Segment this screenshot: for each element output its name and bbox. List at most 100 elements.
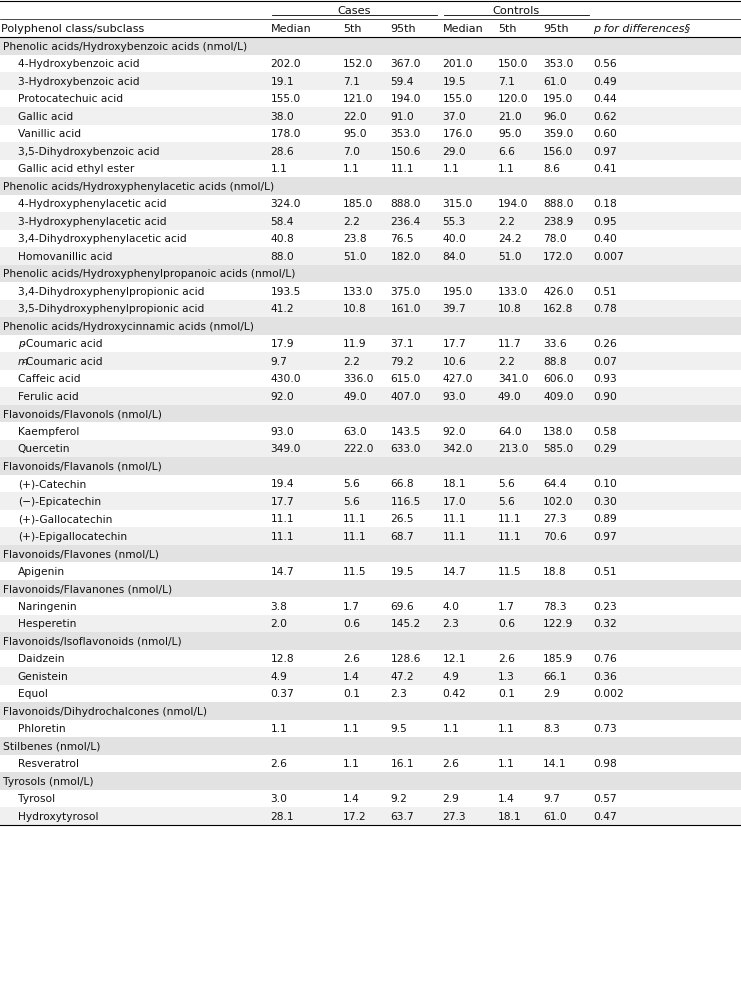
Text: 92.0: 92.0: [270, 391, 294, 401]
Text: 349.0: 349.0: [270, 444, 301, 454]
Text: 12.8: 12.8: [270, 654, 294, 664]
Text: 426.0: 426.0: [543, 287, 574, 297]
Text: Tyrosols (nmol/L): Tyrosols (nmol/L): [3, 776, 93, 786]
Text: 1.4: 1.4: [343, 671, 360, 681]
Text: 615.0: 615.0: [391, 374, 421, 384]
Text: 0.007: 0.007: [593, 251, 623, 261]
Text: 66.1: 66.1: [543, 671, 567, 681]
Text: 138.0: 138.0: [543, 426, 574, 437]
Text: 38.0: 38.0: [270, 111, 294, 121]
Text: 93.0: 93.0: [270, 426, 294, 437]
Text: p for differences§: p for differences§: [593, 24, 690, 34]
Text: 0.62: 0.62: [593, 111, 617, 121]
Text: 1.1: 1.1: [270, 724, 288, 734]
Text: 409.0: 409.0: [543, 391, 574, 401]
Text: 128.6: 128.6: [391, 654, 421, 664]
Text: 606.0: 606.0: [543, 374, 574, 384]
Text: 0.90: 0.90: [593, 391, 617, 401]
Text: 4-Hydroxybenzoic acid: 4-Hydroxybenzoic acid: [18, 59, 139, 69]
Text: 18.1: 18.1: [442, 479, 466, 489]
Text: 95th: 95th: [391, 24, 416, 34]
Text: 1.1: 1.1: [343, 164, 360, 175]
Bar: [0, 615, 741, 632]
Text: 2.2: 2.2: [498, 217, 515, 227]
Text: Kaempferol: Kaempferol: [18, 426, 79, 437]
Text: 9.7: 9.7: [543, 794, 560, 804]
Text: 9.2: 9.2: [391, 794, 408, 804]
Text: Caffeic acid: Caffeic acid: [18, 374, 81, 384]
Bar: [0, 510, 741, 528]
Text: 176.0: 176.0: [442, 129, 473, 139]
Text: 11.1: 11.1: [270, 514, 294, 524]
Text: 367.0: 367.0: [391, 59, 421, 69]
Text: p: p: [18, 339, 24, 349]
Text: Resveratrol: Resveratrol: [18, 758, 79, 768]
Text: 238.9: 238.9: [543, 217, 574, 227]
Text: 0.98: 0.98: [593, 758, 617, 768]
Text: 0.07: 0.07: [593, 356, 617, 367]
Text: 11.7: 11.7: [498, 339, 522, 349]
Text: 93.0: 93.0: [442, 391, 466, 401]
Bar: [0, 475, 741, 492]
Text: Phenolic acids/Hydroxyphenylacetic acids (nmol/L): Phenolic acids/Hydroxyphenylacetic acids…: [3, 181, 274, 191]
Text: 11.5: 11.5: [343, 566, 367, 576]
Text: 61.0: 61.0: [543, 810, 567, 821]
Text: 585.0: 585.0: [543, 444, 574, 454]
Text: 194.0: 194.0: [498, 199, 528, 209]
Bar: [0, 738, 741, 754]
Text: 9.7: 9.7: [270, 356, 288, 367]
Text: 64.0: 64.0: [498, 426, 522, 437]
Text: 3.0: 3.0: [270, 794, 288, 804]
Text: 3.8: 3.8: [270, 601, 288, 611]
Text: 0.10: 0.10: [593, 479, 617, 489]
Bar: [0, 545, 741, 562]
Text: 120.0: 120.0: [498, 94, 528, 105]
Text: 427.0: 427.0: [442, 374, 473, 384]
Text: 14.7: 14.7: [270, 566, 294, 576]
Text: 2.2: 2.2: [343, 217, 360, 227]
Text: 3-Hydroxyphenylacetic acid: 3-Hydroxyphenylacetic acid: [18, 217, 167, 227]
Text: 121.0: 121.0: [343, 94, 373, 105]
Bar: [0, 73, 741, 91]
Text: 16.1: 16.1: [391, 758, 414, 768]
Text: 2.6: 2.6: [498, 654, 515, 664]
Text: 0.73: 0.73: [593, 724, 617, 734]
Text: 150.6: 150.6: [391, 147, 421, 157]
Text: 0.49: 0.49: [593, 77, 617, 87]
Text: 0.6: 0.6: [343, 618, 360, 629]
Text: Equol: Equol: [18, 688, 47, 698]
Text: 27.3: 27.3: [442, 810, 466, 821]
Text: 1.1: 1.1: [442, 724, 459, 734]
Text: 0.1: 0.1: [343, 688, 360, 698]
Text: 5th: 5th: [343, 24, 362, 34]
Bar: [0, 55, 741, 73]
Bar: [0, 247, 741, 265]
Text: 88.8: 88.8: [543, 356, 567, 367]
Bar: [0, 177, 741, 195]
Text: 202.0: 202.0: [270, 59, 301, 69]
Bar: [0, 38, 741, 55]
Text: 145.2: 145.2: [391, 618, 421, 629]
Text: 21.0: 21.0: [498, 111, 522, 121]
Text: 0.41: 0.41: [593, 164, 617, 175]
Text: 133.0: 133.0: [343, 287, 373, 297]
Text: (+)-Catechin: (+)-Catechin: [18, 479, 86, 489]
Text: 201.0: 201.0: [442, 59, 473, 69]
Text: 64.4: 64.4: [543, 479, 567, 489]
Text: Median: Median: [270, 24, 311, 34]
Text: 0.6: 0.6: [498, 618, 515, 629]
Text: 84.0: 84.0: [442, 251, 466, 261]
Text: 28.6: 28.6: [270, 147, 294, 157]
Bar: [0, 405, 741, 423]
Text: Phenolic acids/Hydroxybenzoic acids (nmol/L): Phenolic acids/Hydroxybenzoic acids (nmo…: [3, 41, 247, 51]
Text: 162.8: 162.8: [543, 304, 574, 314]
Text: 26.5: 26.5: [391, 514, 414, 524]
Text: 185.0: 185.0: [343, 199, 373, 209]
Text: m: m: [18, 356, 28, 367]
Text: 633.0: 633.0: [391, 444, 421, 454]
Text: 17.7: 17.7: [442, 339, 466, 349]
Text: 19.4: 19.4: [270, 479, 294, 489]
Text: 102.0: 102.0: [543, 496, 574, 506]
Text: 7.1: 7.1: [343, 77, 360, 87]
Text: Phenolic acids/Hydroxycinnamic acids (nmol/L): Phenolic acids/Hydroxycinnamic acids (nm…: [3, 321, 254, 331]
